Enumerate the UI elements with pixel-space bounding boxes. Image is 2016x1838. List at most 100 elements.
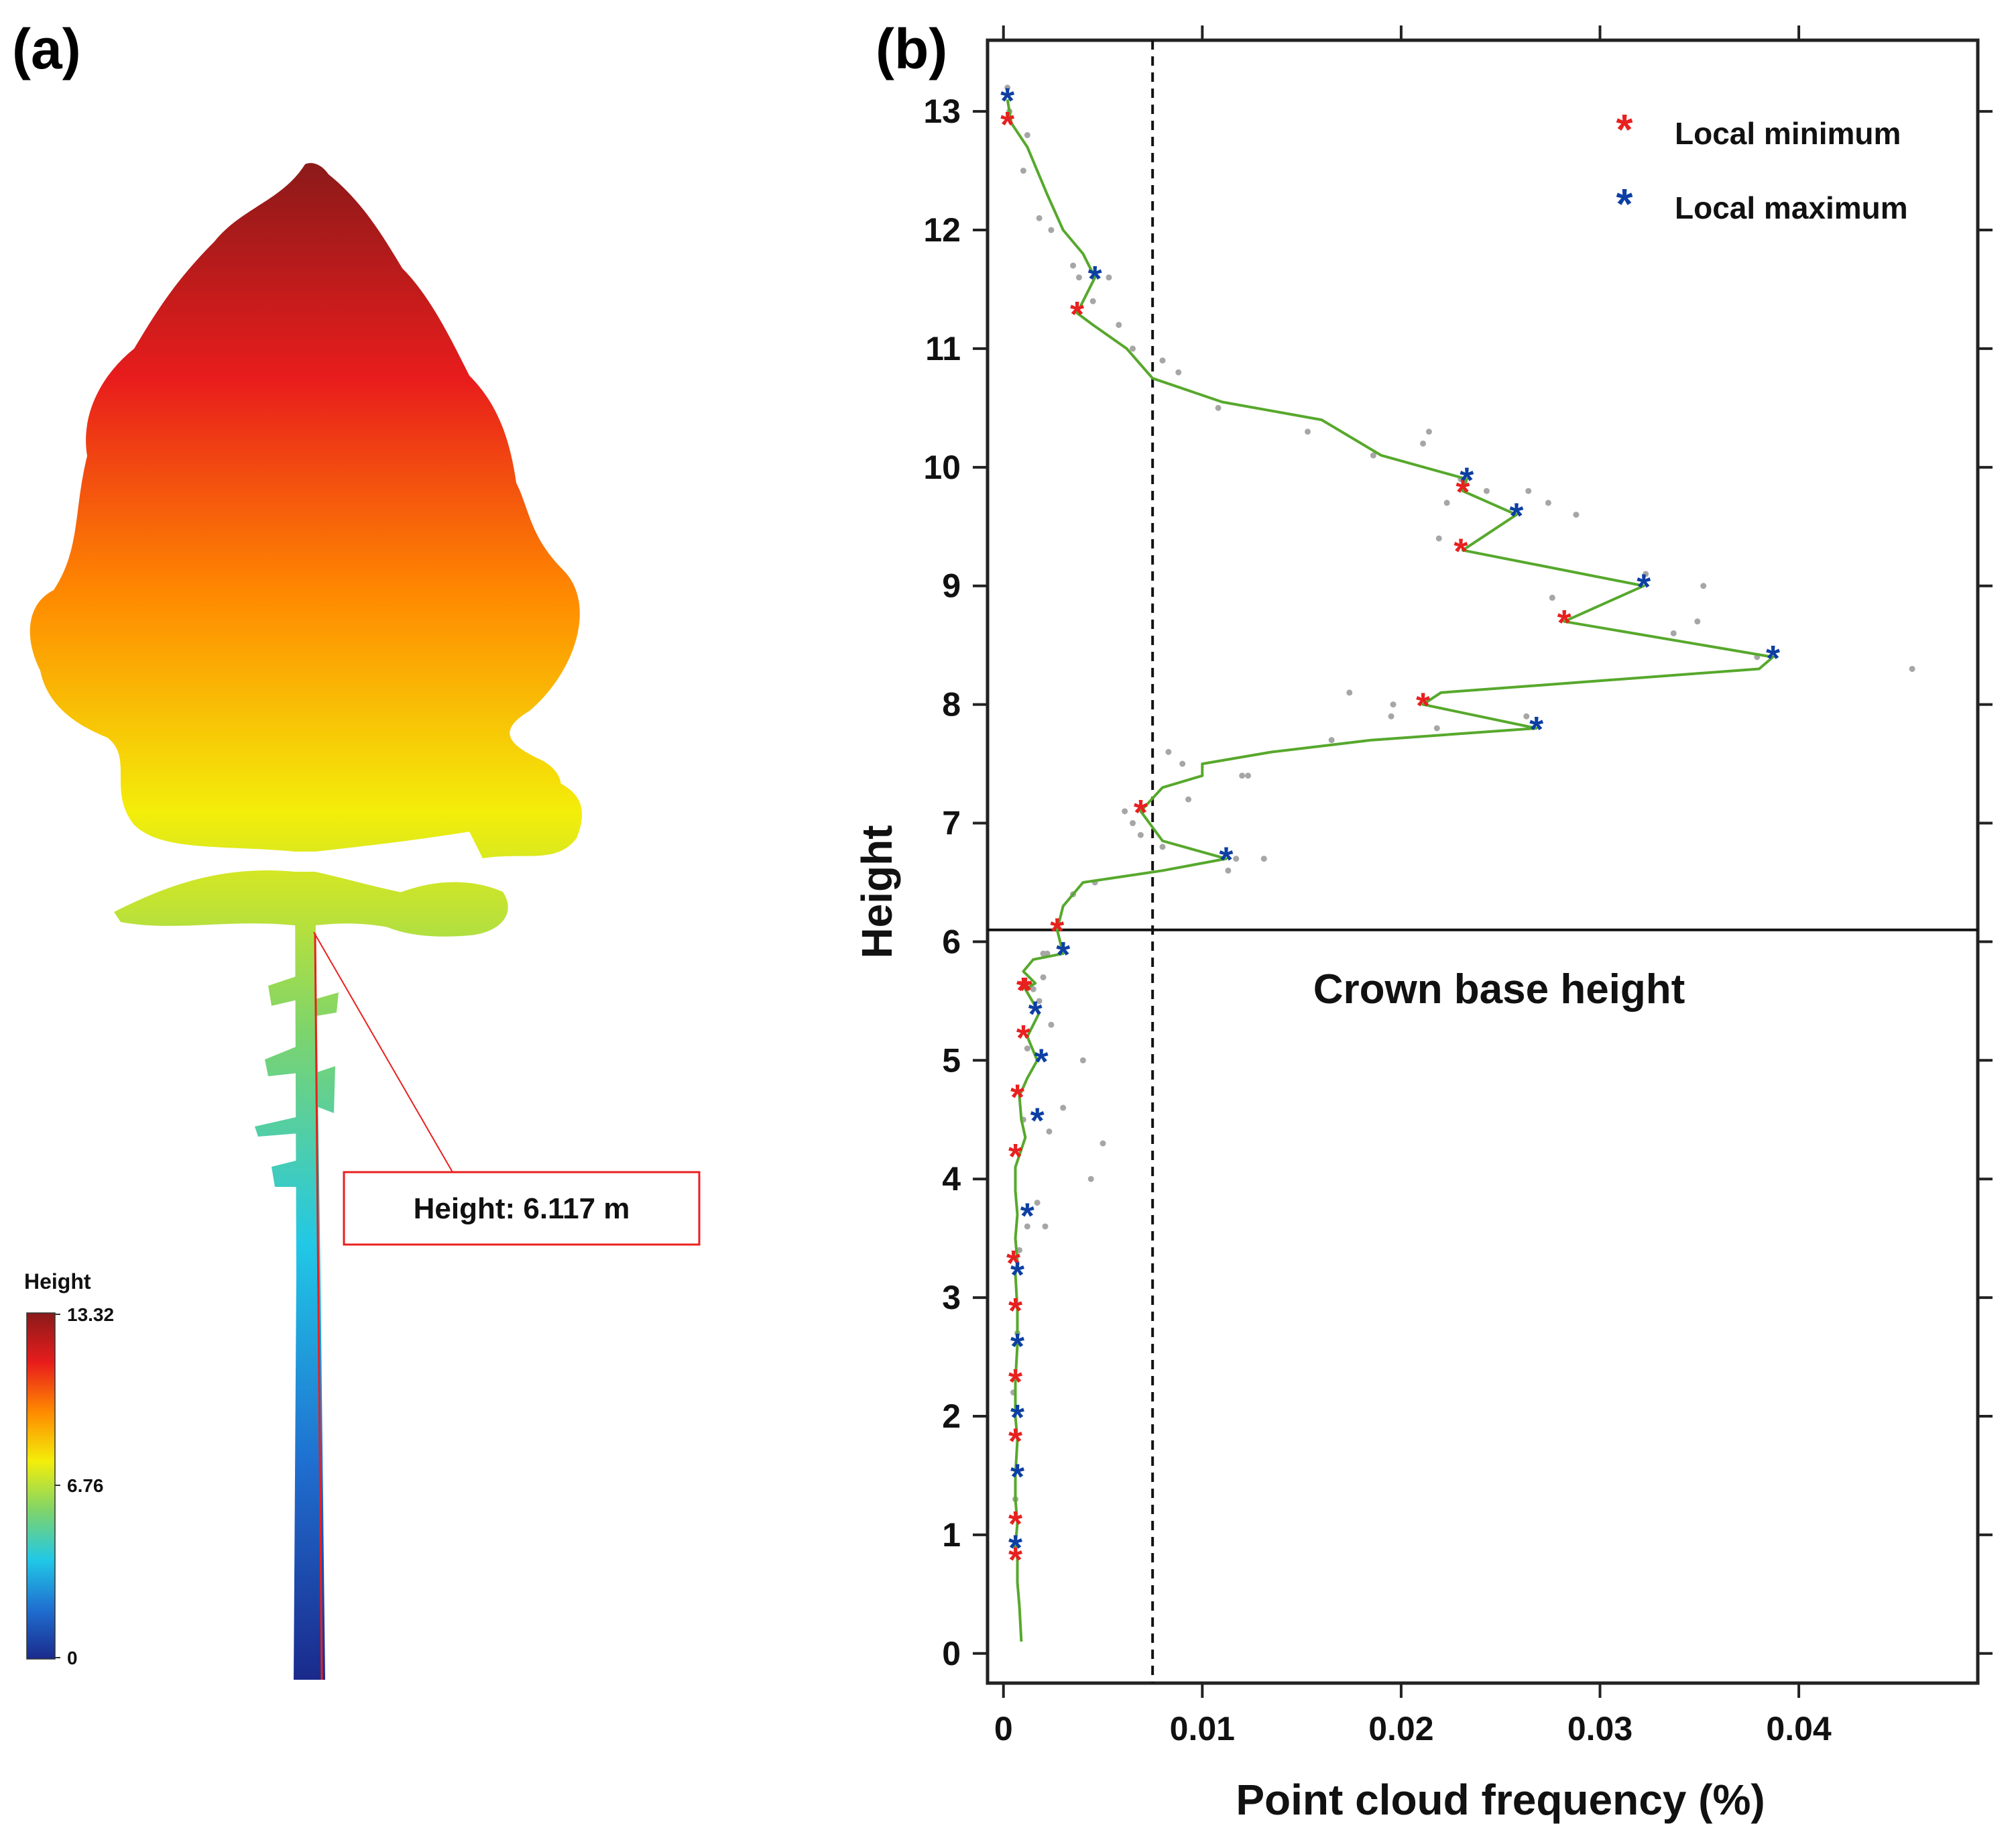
raw-point	[1388, 713, 1395, 720]
local-minimum-marker: *	[1018, 970, 1032, 1011]
local-minimum-marker: *	[1000, 105, 1014, 145]
colorbar-mid-label: 6.76	[67, 1475, 104, 1496]
raw-point	[1420, 440, 1427, 447]
y-tick-label: 3	[942, 1279, 961, 1316]
raw-point	[1004, 84, 1011, 91]
local-minimum-marker: *	[1008, 1137, 1022, 1177]
raw-point	[1523, 713, 1530, 720]
colorbar-max-label: 13.32	[67, 1304, 114, 1325]
raw-point	[1260, 856, 1267, 862]
raw-point	[1159, 357, 1166, 364]
tree-right-branch	[469, 781, 583, 858]
raw-point	[1215, 404, 1222, 411]
raw-point	[1573, 512, 1580, 518]
raw-point	[1122, 808, 1128, 815]
local-minimum-marker: *	[1008, 1421, 1022, 1461]
frequency-chart: 0 0.01 0.02 0.03 0.04012345678910111213*****…	[923, 25, 1993, 1747]
colorbar-title: Height	[24, 1269, 91, 1294]
local-minimum-marker: *	[1006, 1243, 1020, 1283]
legend-min-marker: *	[1616, 105, 1633, 154]
raw-point	[1225, 867, 1232, 874]
raw-point	[1040, 950, 1047, 957]
raw-point	[1020, 168, 1026, 174]
raw-point	[1305, 428, 1311, 435]
raw-point	[1130, 820, 1136, 827]
y-tick-label: 5	[942, 1041, 961, 1079]
raw-point	[1346, 689, 1353, 696]
raw-point	[1034, 1200, 1041, 1206]
local-maximum-marker: *	[1008, 1528, 1022, 1568]
local-maximum-marker: *	[1020, 1196, 1034, 1236]
raw-point	[1370, 452, 1376, 459]
local-minimum-marker: *	[1070, 294, 1084, 335]
local-minimum-marker: *	[1010, 1077, 1024, 1117]
colorbar-min-label: 0	[67, 1648, 78, 1668]
local-maximum-marker: *	[1010, 1456, 1024, 1497]
y-axis-title: Height	[853, 825, 901, 958]
raw-point	[1116, 322, 1122, 329]
panel-b: (b) 0 0.01 0.02 0.03 0.04012345678910111213*…	[853, 17, 1993, 1824]
local-minimum-marker: *	[1008, 1291, 1022, 1331]
y-tick-label: 4	[942, 1160, 961, 1198]
raw-point	[1433, 725, 1440, 732]
x-axis-title: Point cloud frequency (%)	[1236, 1776, 1765, 1824]
tree-crown	[29, 163, 580, 852]
annotation-height-marker	[314, 933, 323, 1680]
local-maximum-marker: *	[1010, 1326, 1024, 1367]
raw-point	[1087, 1175, 1094, 1182]
raw-point	[1036, 998, 1043, 1004]
raw-point	[1700, 583, 1707, 589]
raw-point	[1239, 772, 1246, 779]
raw-point	[1483, 487, 1490, 494]
y-tick-label: 7	[942, 805, 961, 842]
plot-frame	[986, 38, 1980, 1685]
local-maximum-marker: *	[1030, 1101, 1045, 1141]
tree-lower-right-branch	[362, 882, 508, 937]
raw-point	[1046, 1128, 1053, 1135]
raw-point	[1549, 594, 1555, 601]
raw-point	[1643, 571, 1649, 577]
local-maximum-marker: *	[1509, 496, 1523, 536]
raw-point	[1024, 1045, 1030, 1052]
local-minimum-marker: *	[1557, 603, 1572, 643]
y-tick-label: 1	[942, 1516, 961, 1554]
raw-point	[1328, 737, 1335, 744]
tree-twigs	[255, 976, 339, 1187]
local-maximum-marker: *	[1460, 461, 1474, 501]
local-maximum-marker: *	[1028, 994, 1043, 1035]
x-tick-label: 0.01	[1170, 1710, 1235, 1747]
raw-point	[1042, 1223, 1049, 1230]
raw-point	[1909, 666, 1915, 673]
raw-point	[1185, 796, 1192, 803]
raw-point	[1036, 215, 1043, 221]
raw-point	[1175, 369, 1182, 376]
y-tick-label: 9	[942, 567, 961, 605]
y-tick-label: 6	[942, 923, 961, 960]
legend-max-label: Local maximum	[1675, 190, 1908, 225]
raw-point	[1024, 1223, 1030, 1230]
local-minimum-marker: *	[1050, 911, 1064, 952]
raw-point	[1048, 1021, 1055, 1028]
local-maximum-marker: *	[1766, 638, 1780, 679]
raw-point	[1425, 428, 1432, 435]
raw-point	[1070, 262, 1077, 269]
raw-point	[1100, 1140, 1106, 1147]
legend-min-label: Local minimum	[1675, 116, 1901, 151]
local-maximum-marker: *	[1010, 1255, 1024, 1296]
x-tick-label: 0	[994, 1710, 1013, 1747]
smoothed-curve	[1006, 99, 1775, 1642]
raw-point	[1545, 500, 1551, 506]
raw-point	[1024, 132, 1030, 139]
local-minimum-marker: *	[1456, 472, 1470, 512]
raw-point	[1040, 974, 1047, 980]
raw-point	[1435, 535, 1442, 542]
local-maximum-marker: *	[1010, 1397, 1024, 1438]
local-maximum-marker: *	[1088, 259, 1102, 299]
y-tick-label: 13	[923, 93, 961, 130]
raw-point	[1390, 701, 1397, 708]
local-maximum-marker: *	[1000, 80, 1014, 121]
raw-point	[1137, 831, 1144, 838]
annotation-leader	[313, 931, 453, 1173]
raw-point	[1075, 274, 1082, 281]
local-minimum-marker: *	[1416, 686, 1430, 726]
